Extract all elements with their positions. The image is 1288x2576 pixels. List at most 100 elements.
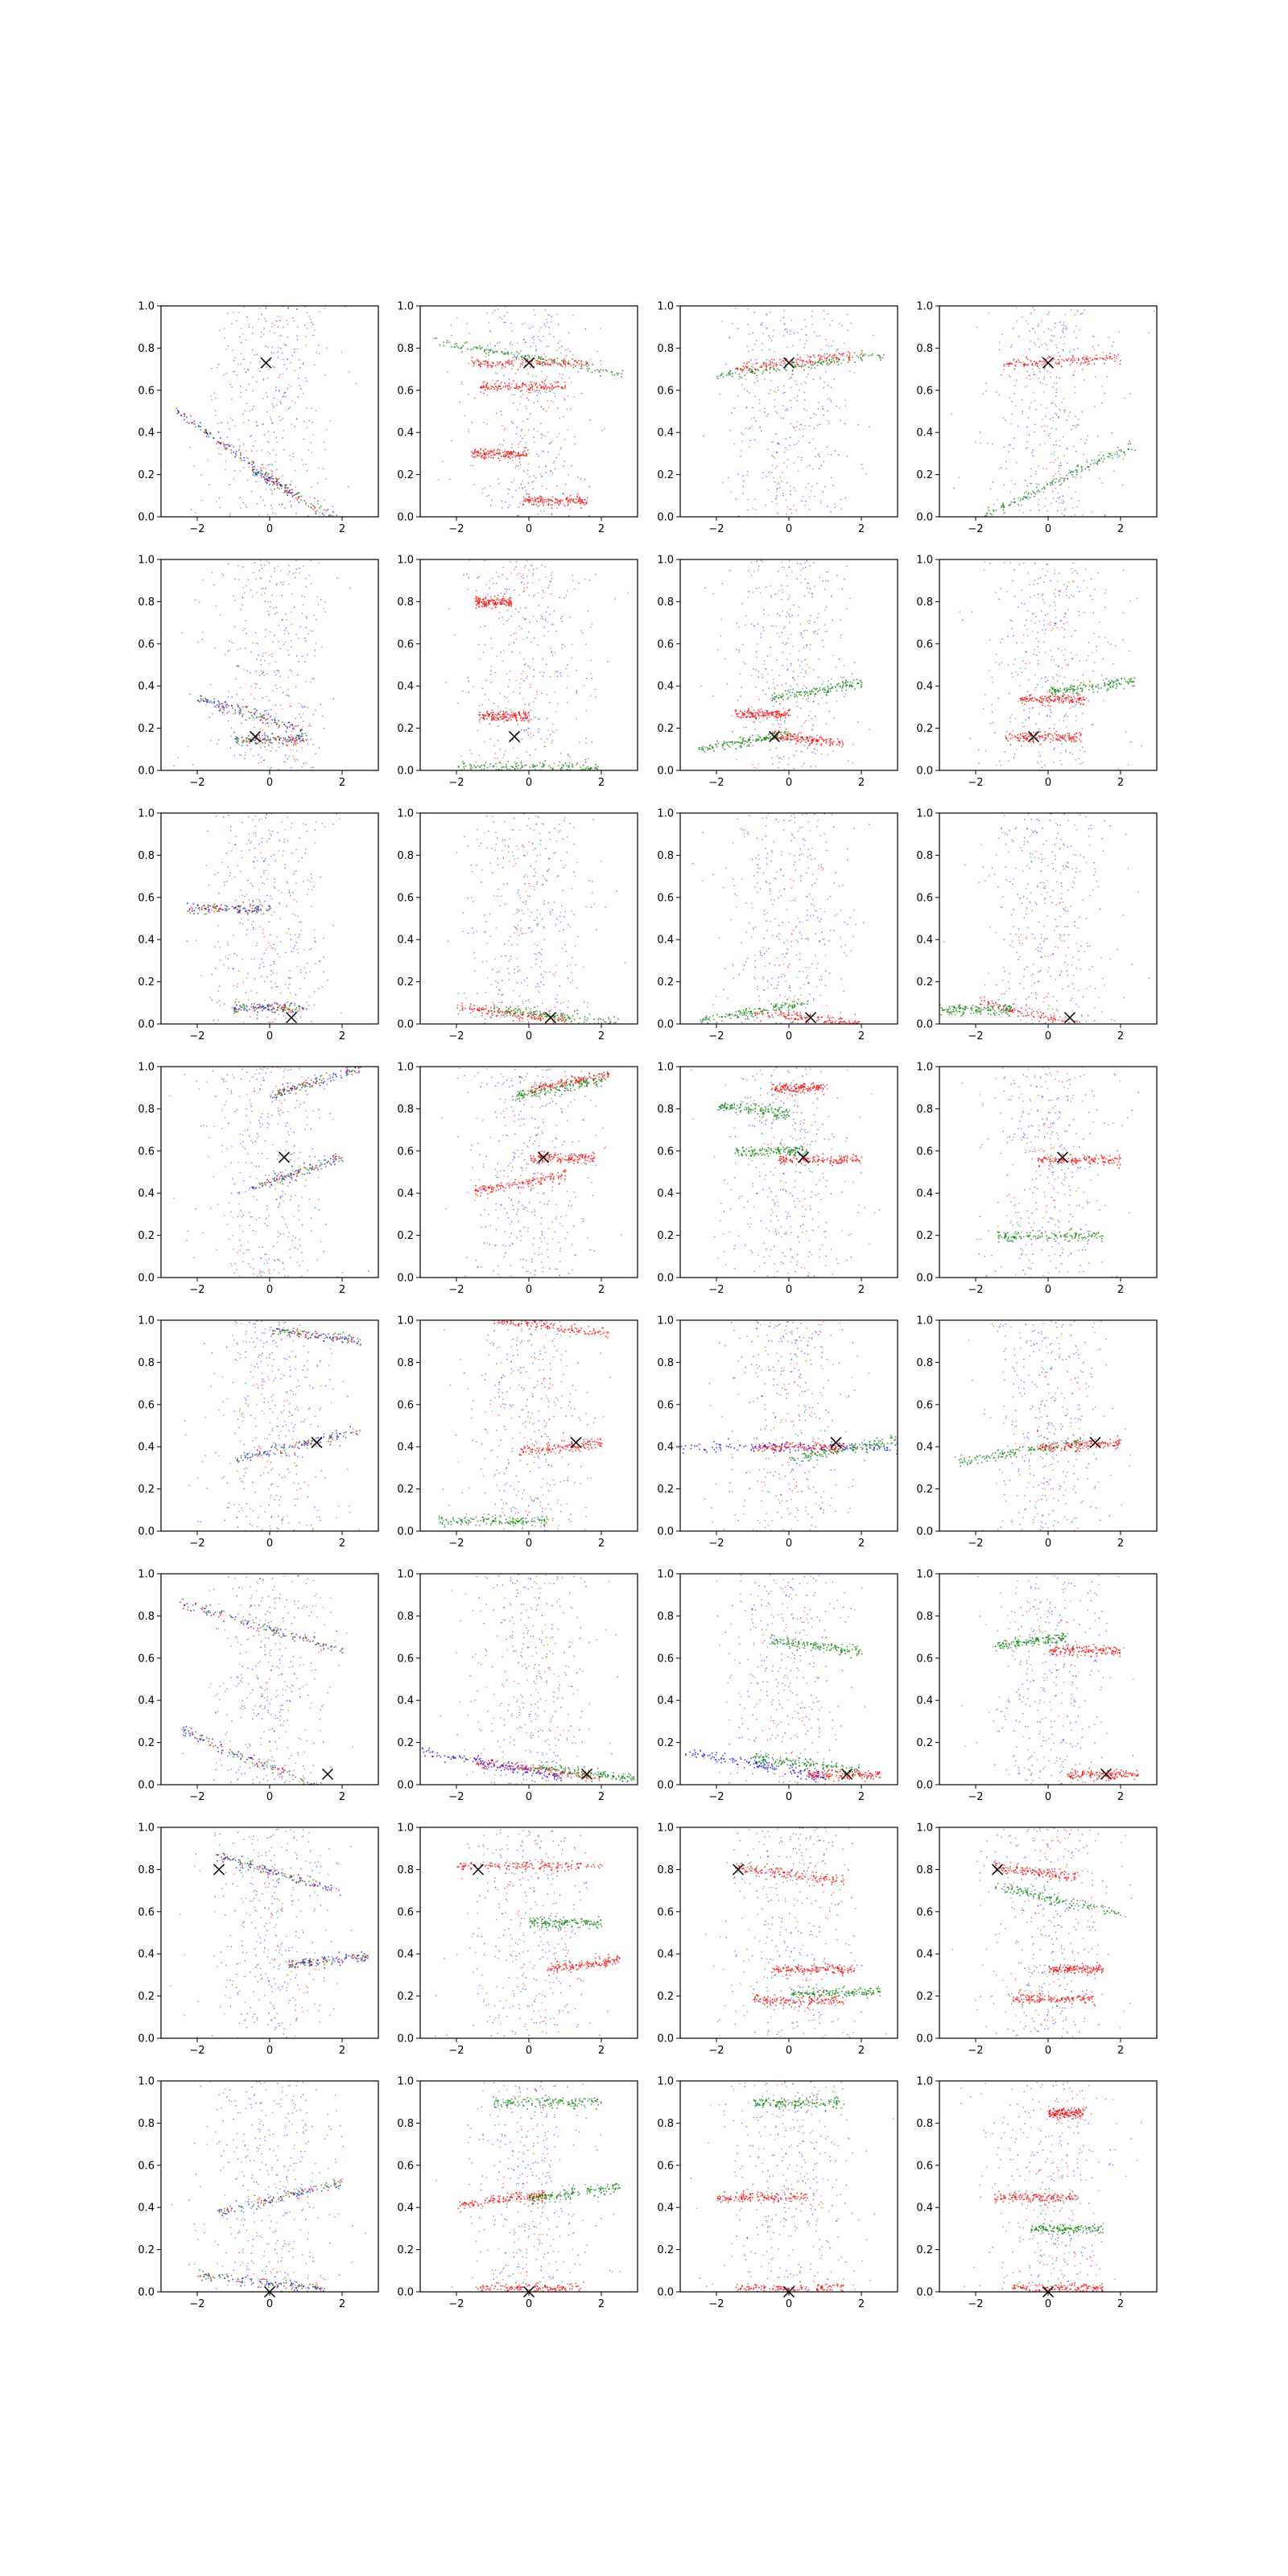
point-red <box>1060 464 1062 466</box>
point-green <box>811 363 812 365</box>
point-green <box>1075 474 1078 476</box>
point-blue <box>789 436 791 439</box>
point-red <box>302 726 303 728</box>
point-blue <box>1055 444 1057 446</box>
point-blue <box>211 368 213 369</box>
point-red <box>503 598 505 600</box>
point-green <box>1060 336 1062 338</box>
point-red <box>551 388 553 390</box>
scatter-points <box>175 306 357 517</box>
point-green <box>310 681 312 683</box>
point-blue <box>533 475 535 477</box>
point-green <box>224 337 225 339</box>
point-red <box>1109 356 1112 357</box>
point-red <box>836 358 837 360</box>
point-blue <box>514 394 515 395</box>
point-red <box>510 572 512 574</box>
point-blue <box>520 350 522 352</box>
point-red <box>1080 361 1083 364</box>
point-blue <box>281 594 283 597</box>
point-green <box>464 342 466 344</box>
point-blue <box>272 406 275 407</box>
point-blue <box>614 598 616 600</box>
point-red <box>528 389 530 391</box>
point-red <box>555 362 558 364</box>
point-red <box>1071 358 1073 360</box>
point-red <box>237 665 240 667</box>
point-red <box>556 502 558 504</box>
point-green <box>295 750 298 752</box>
point-blue <box>793 754 795 757</box>
point-red <box>776 361 778 364</box>
point-blue <box>807 356 809 357</box>
point-green <box>808 592 810 594</box>
point-blue <box>515 489 517 492</box>
point-red <box>539 769 541 770</box>
point-red <box>522 361 524 364</box>
point-blue <box>527 399 530 401</box>
point-blue <box>768 712 770 714</box>
point-red <box>852 356 853 358</box>
point-blue <box>502 444 504 446</box>
point-red <box>473 452 475 455</box>
point-red <box>489 603 490 605</box>
point-red <box>824 357 826 359</box>
y-tick-label: 0.6 <box>397 638 414 650</box>
point-green <box>753 372 756 374</box>
point-mixed <box>300 729 302 730</box>
point-green <box>763 660 766 662</box>
point-green <box>240 391 242 394</box>
point-green <box>561 647 563 649</box>
point-blue <box>737 328 739 329</box>
point-blue <box>771 455 774 456</box>
point-red <box>504 448 506 451</box>
point-red <box>1083 362 1084 365</box>
point-red <box>522 454 525 456</box>
point-mixed <box>256 473 258 475</box>
point-red <box>506 719 507 721</box>
point-blue <box>239 753 241 756</box>
point-green <box>787 599 789 601</box>
point-red <box>522 452 524 453</box>
y-tick-label: 0.8 <box>397 343 414 355</box>
point-green <box>548 765 550 767</box>
point-red <box>514 712 517 715</box>
point-green <box>763 663 765 665</box>
point-green <box>1022 497 1024 500</box>
point-red <box>473 363 475 365</box>
point-blue <box>315 753 316 754</box>
point-green <box>200 500 203 502</box>
point-green <box>572 575 574 576</box>
point-green <box>1127 443 1129 445</box>
point-blue <box>788 613 790 616</box>
point-mixed <box>236 450 237 452</box>
point-green <box>460 755 462 758</box>
point-green <box>1049 433 1051 435</box>
point-mixed <box>262 716 263 718</box>
point-green <box>786 369 787 371</box>
point-green <box>739 376 741 378</box>
point-blue <box>791 615 793 617</box>
point-blue <box>763 411 766 413</box>
point-red <box>546 501 547 502</box>
point-mixed <box>237 737 240 740</box>
point-green <box>529 703 530 704</box>
point-red <box>572 358 573 360</box>
point-red <box>496 599 497 601</box>
point-mixed <box>240 454 242 456</box>
point-blue <box>285 627 287 630</box>
point-red <box>497 717 498 719</box>
point-green <box>993 503 995 506</box>
point-red <box>505 386 506 388</box>
point-red <box>776 503 778 505</box>
point-mixed <box>191 422 192 423</box>
point-green <box>749 371 752 374</box>
point-mixed <box>245 737 247 740</box>
point-blue <box>767 413 769 415</box>
point-mixed <box>256 709 258 712</box>
point-mixed <box>287 736 290 738</box>
point-mixed <box>249 462 250 464</box>
point-blue <box>753 382 756 384</box>
point-red <box>502 713 503 716</box>
point-green <box>461 346 463 349</box>
